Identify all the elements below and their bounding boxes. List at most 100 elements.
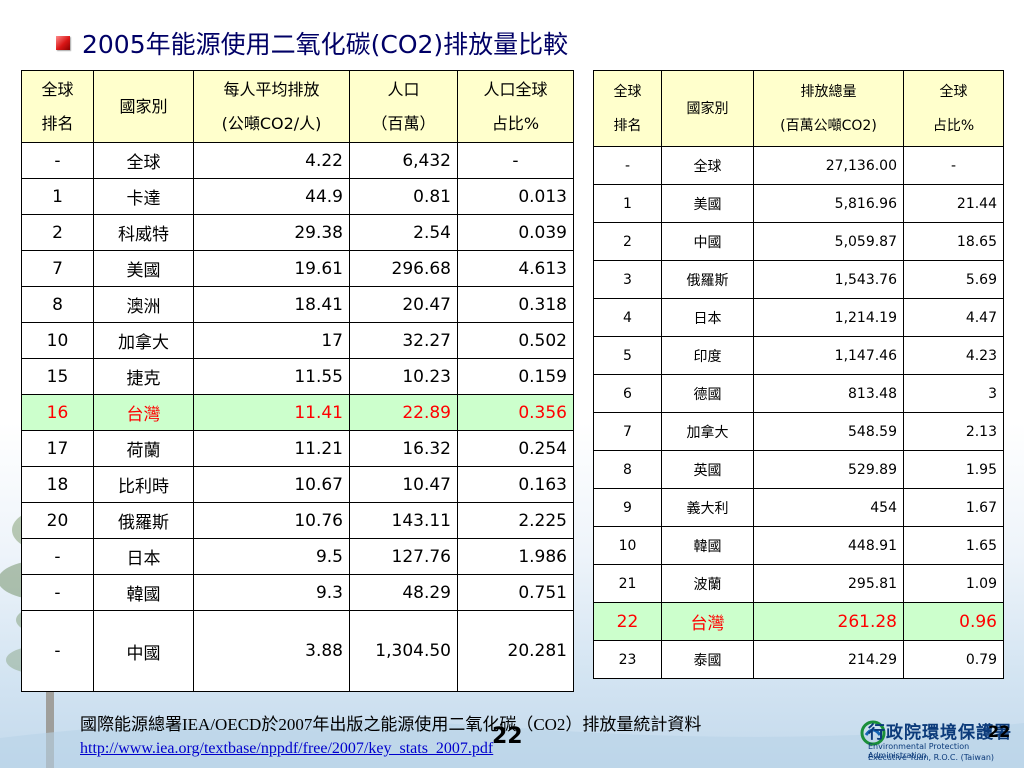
cell-rank: 16 [21, 394, 94, 431]
cell-country: 中國 [661, 222, 754, 261]
source-link[interactable]: http://www.iea.org/textbase/nppdf/free/2… [80, 740, 494, 757]
cell-per-capita: 4.22 [193, 142, 350, 179]
table-row: 23 泰國 214.29 0.79 [593, 640, 1004, 679]
table-row: - 全球 4.22 6,432- [21, 142, 574, 179]
logo-title: 行政院環境保護署 [868, 723, 1012, 743]
cell-share: 1.65 [903, 526, 1004, 565]
cell-total: 1,543.76 [753, 260, 904, 299]
cell-total: 813.48 [753, 374, 904, 413]
title-bar: 2005年能源使用二氧化碳(CO2)排放量比較 [56, 26, 568, 60]
cell-rank: 15 [21, 358, 94, 395]
cell-share: 0.502 [457, 322, 574, 359]
cell-share: 4.47 [903, 298, 1004, 337]
cell-per-capita: 11.21 [193, 430, 350, 467]
cell-total: 261.28 [753, 602, 904, 641]
cell-share: 0.79 [903, 640, 1004, 679]
cell-total: 1,214.19 [753, 298, 904, 337]
table-row: 4 日本 1,214.19 4.47 [593, 298, 1004, 337]
cell-share: 18.65 [903, 222, 1004, 261]
cell-share: 0.96 [903, 602, 1004, 641]
cell-per-capita: 18.41 [193, 286, 350, 323]
cell-country: 中國 [93, 610, 194, 692]
table-row: 7 加拿大 548.59 2.13 [593, 412, 1004, 451]
cell-rank: - [21, 538, 94, 575]
cell-country: 全球 [93, 142, 194, 179]
cell-share: 0.254 [457, 430, 574, 467]
cell-per-capita: 10.76 [193, 502, 350, 539]
cell-total: 454 [753, 488, 904, 527]
cell-population: 296.68 [349, 250, 458, 287]
table-row: - 全球 27,136.00- [593, 146, 1004, 185]
header-rank: 全球 排名 [21, 70, 94, 143]
cell-rank: 4 [593, 298, 662, 337]
table-row-highlight-taiwan: 16 台灣 11.41 22.89 0.356 [21, 394, 574, 431]
table-row: 18 比利時 10.67 10.47 0.163 [21, 466, 574, 503]
cell-rank: 23 [593, 640, 662, 679]
epa-logo: 行政院環境保護署 22 Environmental Protection Adm… [822, 716, 1022, 768]
cell-share: 1.67 [903, 488, 1004, 527]
table-row: 20 俄羅斯 10.76 143.11 2.225 [21, 502, 574, 539]
cell-country: 加拿大 [661, 412, 754, 451]
table-row: - 日本 9.5 127.76 1.986 [21, 538, 574, 575]
page-number: 22 [492, 724, 523, 749]
table-row: 1 美國 5,816.96 21.44 [593, 184, 1004, 223]
cell-per-capita: 29.38 [193, 214, 350, 251]
cell-share: 0.163 [457, 466, 574, 503]
logo-page-number: 22 [988, 722, 1011, 741]
table-row: 5 印度 1,147.46 4.23 [593, 336, 1004, 375]
cell-country: 日本 [93, 538, 194, 575]
cell-share: 1.95 [903, 450, 1004, 489]
cell-country: 波蘭 [661, 564, 754, 603]
cell-share: 0.039 [457, 214, 574, 251]
header-pop-share: 人口全球 占比% [457, 70, 574, 143]
cell-share: 20.281 [457, 610, 574, 692]
table-row: - 中國 3.88 1,304.50 20.281 [21, 610, 574, 692]
cell-share: 0.318 [457, 286, 574, 323]
cell-share: - [903, 146, 1004, 185]
table-row: 9 義大利 454 1.67 [593, 488, 1004, 527]
cell-rank: 10 [593, 526, 662, 565]
table-row: 10 韓國 448.91 1.65 [593, 526, 1004, 565]
header-share: 全球 占比% [903, 70, 1004, 147]
cell-population: 22.89 [349, 394, 458, 431]
table-row: 6 德國 813.48 3 [593, 374, 1004, 413]
cell-rank: 5 [593, 336, 662, 375]
cell-share: 0.013 [457, 178, 574, 215]
cell-rank: 18 [21, 466, 94, 503]
cell-share: 0.751 [457, 574, 574, 611]
per-capita-table: 全球 排名 國家別 每人平均排放 (公噸CO2/人) 人口 （百萬） 人口全球 占比% … [21, 70, 574, 692]
cell-total: 214.29 [753, 640, 904, 679]
page-title: 2005年能源使用二氧化碳(CO2)排放量比較 [82, 30, 569, 59]
cell-country: 韓國 [661, 526, 754, 565]
background-hill [0, 720, 1024, 768]
header-rank: 全球 排名 [593, 70, 662, 147]
table-header-row: 全球 排名 國家別 排放總量 (百萬公噸CO2) 全球 占比% [593, 70, 1004, 147]
cell-rank: 8 [593, 450, 662, 489]
cell-rank: 1 [21, 178, 94, 215]
cell-per-capita: 3.88 [193, 610, 350, 692]
cell-per-capita: 11.41 [193, 394, 350, 431]
cell-rank: 9 [593, 488, 662, 527]
cell-per-capita: 11.55 [193, 358, 350, 395]
total-emission-table: 全球 排名 國家別 排放總量 (百萬公噸CO2) 全球 占比% - 全球 27,136.0… [593, 70, 1004, 679]
cell-population: 0.81 [349, 178, 458, 215]
cell-population: 127.76 [349, 538, 458, 575]
cell-share: 0.159 [457, 358, 574, 395]
table-row: 10 加拿大 17 32.27 0.502 [21, 322, 574, 359]
table-header-row: 全球 排名 國家別 每人平均排放 (公噸CO2/人) 人口 （百萬） 人口全球 占比% [21, 70, 574, 143]
cell-country: 比利時 [93, 466, 194, 503]
cell-country: 台灣 [661, 602, 754, 641]
cell-total: 448.91 [753, 526, 904, 565]
header-country: 國家別 [93, 70, 194, 143]
cell-country: 台灣 [93, 394, 194, 431]
cell-total: 529.89 [753, 450, 904, 489]
cell-country: 加拿大 [93, 322, 194, 359]
cell-share: 1.09 [903, 564, 1004, 603]
cell-per-capita: 44.9 [193, 178, 350, 215]
cell-per-capita: 19.61 [193, 250, 350, 287]
cell-rank: 20 [21, 502, 94, 539]
logo-english-line1: Environmental Protection Administration [868, 742, 970, 760]
cell-population: 1,304.50 [349, 610, 458, 692]
cell-share: 2.13 [903, 412, 1004, 451]
cell-population: 32.27 [349, 322, 458, 359]
